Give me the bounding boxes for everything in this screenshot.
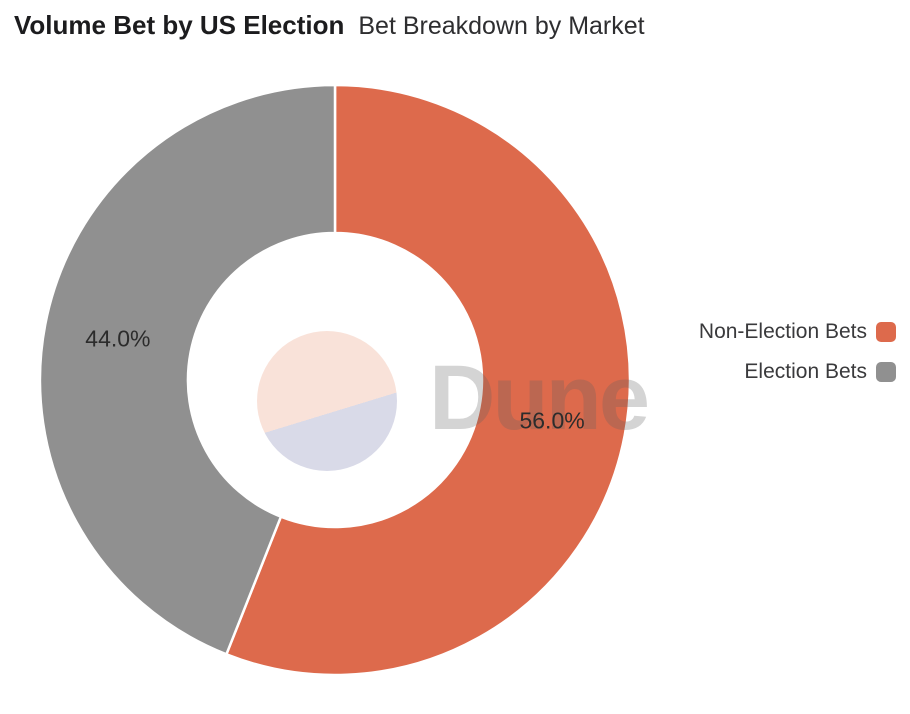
legend-label: Non-Election Bets [698, 320, 867, 343]
legend-swatch-icon [876, 362, 896, 382]
pie-slice-election-bets[interactable] [38, 83, 337, 656]
chart-title: Volume Bet by US Election [14, 10, 345, 40]
chart-header: Volume Bet by US Election Bet Breakdown … [14, 10, 645, 41]
legend-label: Election Bets [744, 360, 867, 383]
dune-logo-icon [257, 331, 397, 471]
chart-subtitle: Bet Breakdown by Market [358, 12, 645, 40]
legend-swatch-icon [876, 322, 896, 342]
chart-legend: Non-Election Bets Election Bets [699, 319, 896, 385]
legend-item-election-bets[interactable]: Election Bets [744, 359, 896, 385]
legend-item-non-election-bets[interactable]: Non-Election Bets [699, 319, 896, 345]
pie-slice-non-election-bets[interactable] [225, 83, 632, 677]
